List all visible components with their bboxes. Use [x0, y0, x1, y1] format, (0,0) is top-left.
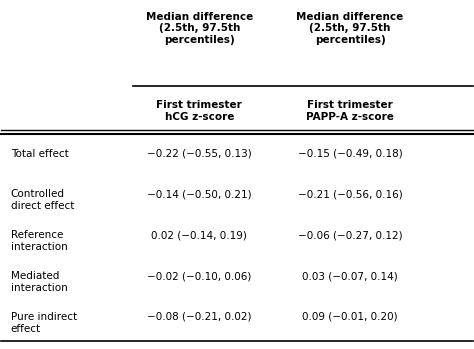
Text: Controlled
direct effect: Controlled direct effect [11, 190, 74, 211]
Text: −0.06 (−0.27, 0.12): −0.06 (−0.27, 0.12) [298, 230, 402, 240]
Text: Mediated
interaction: Mediated interaction [11, 271, 68, 293]
Text: Median difference
(2.5th, 97.5th
percentiles): Median difference (2.5th, 97.5th percent… [146, 12, 253, 45]
Text: −0.21 (−0.56, 0.16): −0.21 (−0.56, 0.16) [298, 190, 402, 199]
Text: 0.02 (−0.14, 0.19): 0.02 (−0.14, 0.19) [151, 230, 247, 240]
Text: 0.03 (−0.07, 0.14): 0.03 (−0.07, 0.14) [302, 271, 398, 281]
Text: −0.08 (−0.21, 0.02): −0.08 (−0.21, 0.02) [147, 312, 252, 322]
Text: Total effect: Total effect [11, 149, 69, 158]
Text: First trimester
hCG z-score: First trimester hCG z-score [156, 100, 242, 122]
Text: First trimester
PAPP-A z-score: First trimester PAPP-A z-score [306, 100, 394, 122]
Text: −0.15 (−0.49, 0.18): −0.15 (−0.49, 0.18) [298, 149, 402, 158]
Text: Reference
interaction: Reference interaction [11, 230, 68, 252]
Text: −0.22 (−0.55, 0.13): −0.22 (−0.55, 0.13) [147, 149, 252, 158]
Text: Pure indirect
effect: Pure indirect effect [11, 312, 77, 334]
Text: −0.02 (−0.10, 0.06): −0.02 (−0.10, 0.06) [147, 271, 252, 281]
Text: −0.14 (−0.50, 0.21): −0.14 (−0.50, 0.21) [147, 190, 252, 199]
Text: Median difference
(2.5th, 97.5th
percentiles): Median difference (2.5th, 97.5th percent… [296, 12, 404, 45]
Text: 0.09 (−0.01, 0.20): 0.09 (−0.01, 0.20) [302, 312, 398, 322]
